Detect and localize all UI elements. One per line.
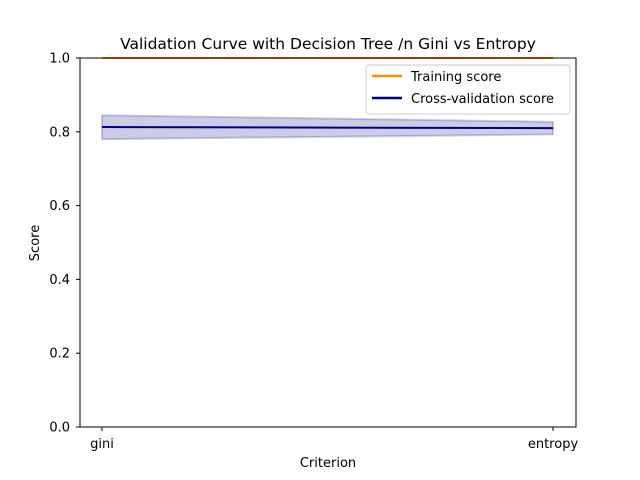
legend-box: [365, 64, 571, 115]
legend-label-cross-validation: Cross-validation score: [411, 92, 554, 107]
y-tick-label: 0.2: [49, 347, 70, 362]
y-axis-label: Score: [28, 225, 43, 261]
chart-title: Validation Curve with Decision Tree /n G…: [120, 35, 536, 53]
y-tick-label: 0.0: [49, 421, 70, 436]
legend: Training score Cross-validation score: [365, 64, 571, 115]
legend-label-training: Training score: [410, 70, 501, 85]
y-tick-label: 0.4: [49, 273, 70, 288]
y-axis: 0.0 0.2 0.4 0.6 0.8 1.0: [49, 52, 80, 436]
x-tick-label: gini: [90, 437, 114, 452]
x-axis: gini entropy: [90, 427, 578, 452]
y-tick-label: 0.6: [49, 199, 70, 214]
x-tick-label: entropy: [528, 437, 579, 452]
plot-frame: [79, 57, 577, 428]
y-tick-label: 0.8: [49, 125, 70, 140]
y-tick-label: 1.0: [49, 52, 70, 67]
cross-validation-score-line: [101, 126, 554, 130]
x-axis-label: Criterion: [300, 456, 356, 471]
